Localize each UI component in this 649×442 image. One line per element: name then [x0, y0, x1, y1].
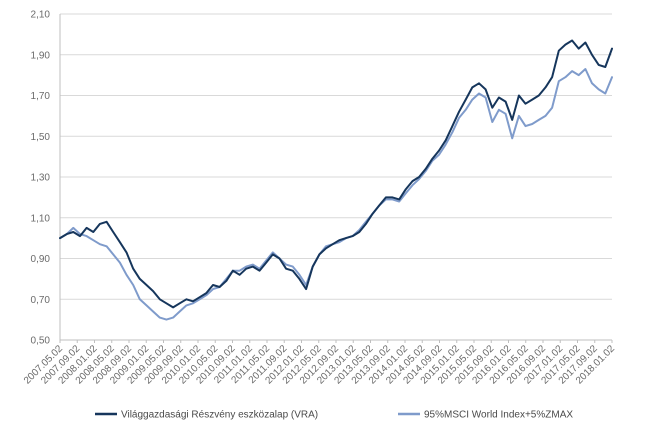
y-tick-label: 1,70 — [31, 91, 51, 102]
y-tick-label: 1,90 — [31, 50, 51, 61]
series-lines — [59, 39, 613, 321]
y-tick-label: 0,50 — [31, 336, 51, 347]
legend-label-benchmark: 95%MSCI World Index+5%ZMAX — [424, 410, 573, 421]
y-tick-label: 1,50 — [31, 132, 51, 143]
grid — [60, 13, 612, 300]
axes — [59, 14, 613, 343]
y-tick-label: 0,70 — [31, 295, 51, 306]
y-tick-label: 1,10 — [31, 213, 51, 224]
y-tick-label: 2,10 — [31, 10, 51, 21]
series-line-vra — [59, 39, 613, 309]
legend-label-vra: Világgazdasági Részvény eszközalap (VRA) — [121, 410, 318, 421]
legend: Világgazdasági Részvény eszközalap (VRA)… — [95, 410, 573, 421]
y-tick-label: 1,30 — [31, 173, 51, 184]
y-tick-label: 0,90 — [31, 254, 51, 265]
y-axis-tick-labels: 0,50 0,70 0,90 1,10 1,30 1,50 1,70 1,90 2,10 — [31, 10, 51, 347]
x-axis-tick-labels: 2007.05.022007.09.022008.01.022008.05.02… — [22, 343, 617, 386]
